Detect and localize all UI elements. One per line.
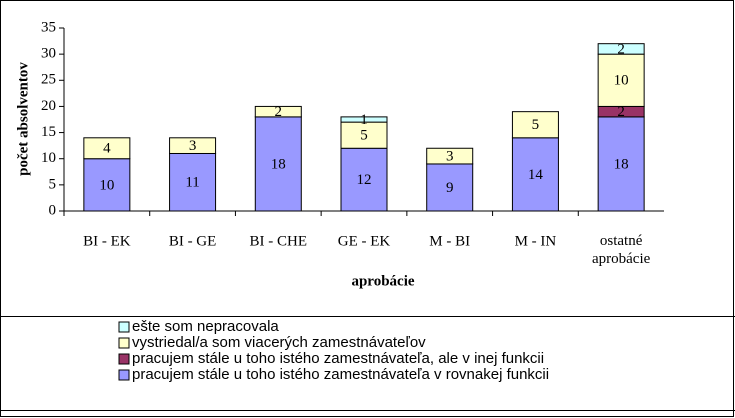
x-tick-label: ostatné aprobácie [592,233,651,267]
data-label: 5 [360,128,368,144]
data-label: 14 [528,167,544,183]
y-tick-label: 0 [49,202,57,218]
x-tick-line: ostatné [600,233,643,249]
data-label: 3 [189,138,197,154]
bar-segment [169,137,217,154]
y-tick-label: 35 [41,19,56,35]
bar-segment [340,116,388,123]
x-tick-label: BI - CHE [250,233,308,249]
legend-swatch [118,321,130,333]
bar-segment [83,158,131,212]
x-tick-label: BI - GE [169,233,217,249]
data-label: 9 [446,180,454,196]
data-label: 3 [446,149,454,165]
x-tick-label: M - IN [515,233,557,249]
bar-segment [597,43,645,55]
legend-label: ešte som nepracovala [132,318,279,335]
data-label: 1 [360,112,368,128]
bar-segment [340,121,388,149]
data-label: 10 [614,73,629,89]
data-label: 12 [357,172,372,188]
data-label: 11 [185,175,199,191]
data-label: 18 [271,156,286,172]
data-label: 4 [103,141,111,157]
bar-segment [511,137,559,212]
legend-swatch [118,337,130,349]
data-label: 2 [617,41,625,57]
legend-label: pracujem stále u toho istého zamestnávat… [132,366,549,383]
legend-swatch [118,369,130,381]
x-tick-label: GE - EK [338,233,391,249]
data-label: 18 [614,156,629,172]
bar-segment [597,53,645,107]
x-tick-label: BI - EK [83,233,131,249]
data-label: 5 [532,117,540,133]
y-tick-label: 20 [41,98,56,114]
x-tick-line: aprobácie [592,251,651,267]
y-tick-label: 10 [41,150,56,166]
bar-segment [426,147,474,165]
bar-segment [83,137,131,160]
bar-segment [169,152,217,212]
y-axis-label: počet absolventov [15,62,31,176]
bar-segment [254,105,302,118]
legend-label: vystriedal/a som viacerých zamestnávateľ… [132,334,426,351]
y-tick-label: 15 [41,124,56,140]
legend-swatch [118,353,130,365]
data-label: 2 [617,104,625,120]
bar-segment [597,116,645,212]
data-label: 10 [99,177,114,193]
y-tick-label: 5 [49,176,57,192]
x-tick-label: M - BI [429,233,470,249]
y-tick-label: 25 [41,72,56,88]
legend-label: pracujem stále u toho istého zamestnávat… [132,350,544,367]
y-tick-label: 30 [41,46,56,62]
x-axis-label: aprobácie [351,273,414,289]
bar-segment [511,111,559,139]
data-label: 2 [275,104,283,120]
